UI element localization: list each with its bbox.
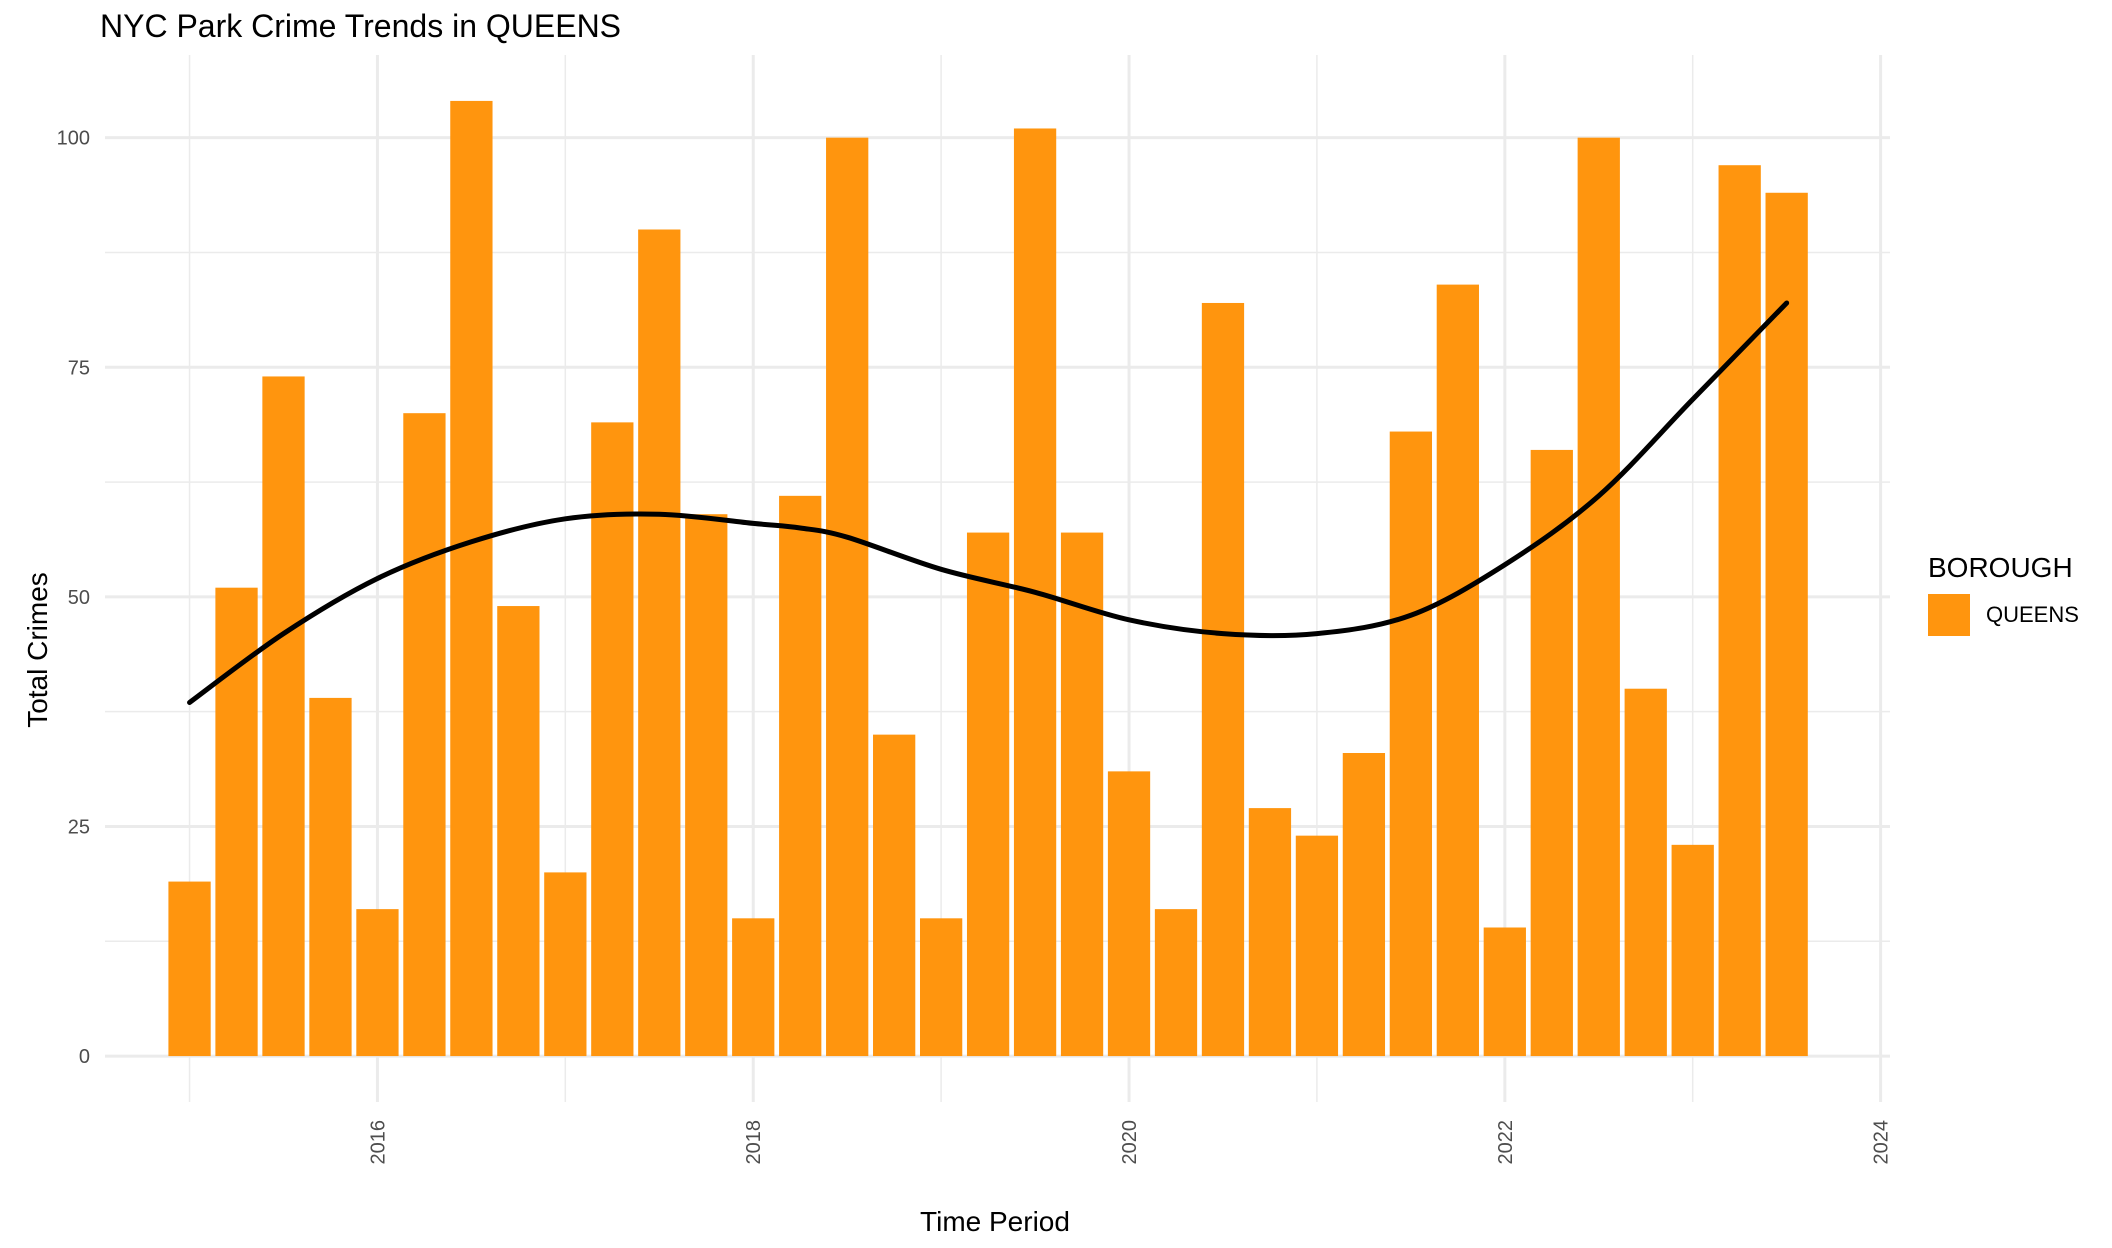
bar <box>356 909 399 1057</box>
bar <box>1060 532 1104 1057</box>
bar <box>1201 302 1245 1057</box>
bar <box>1295 835 1339 1057</box>
y-tick-labels: 0 25 50 75 100 <box>57 128 90 1068</box>
bar <box>309 697 352 1057</box>
bar <box>262 376 305 1057</box>
bar <box>450 100 493 1057</box>
bar <box>919 918 963 1057</box>
bar <box>1624 688 1667 1057</box>
bar <box>544 872 587 1057</box>
legend-title: BOROUGH <box>1928 552 2073 583</box>
x-tick-labels: 2016 2018 2020 2022 2024 <box>367 1120 1892 1165</box>
bar <box>403 413 446 1057</box>
bar <box>966 532 1010 1057</box>
x-tick-label: 2022 <box>1495 1120 1517 1165</box>
y-tick-label: 75 <box>68 357 90 379</box>
y-tick-label: 0 <box>79 1046 90 1068</box>
x-tick-label: 2024 <box>1871 1120 1893 1165</box>
bar <box>685 514 728 1057</box>
bar <box>168 881 211 1057</box>
bar <box>1436 284 1479 1057</box>
x-tick-label: 2020 <box>1119 1120 1141 1165</box>
bar <box>1342 753 1386 1057</box>
bar <box>873 734 916 1057</box>
bar <box>1577 137 1620 1057</box>
bar <box>638 229 681 1057</box>
trend-line-layer <box>187 300 1790 705</box>
bar <box>1718 165 1761 1057</box>
chart-title: NYC Park Crime Trends in QUEENS <box>100 8 622 44</box>
legend-label-queens: QUEENS <box>1986 602 2079 627</box>
x-tick-label: 2016 <box>367 1120 389 1165</box>
x-tick-label: 2018 <box>743 1120 765 1165</box>
bar <box>732 918 775 1057</box>
y-tick-label: 25 <box>68 816 90 838</box>
y-axis-title: Total Crimes <box>22 572 53 728</box>
bars <box>168 100 1808 1057</box>
bar <box>1389 431 1433 1057</box>
bar <box>497 606 540 1057</box>
bar <box>591 422 634 1057</box>
x-axis-title: Time Period <box>920 1206 1070 1237</box>
bar <box>1765 192 1808 1057</box>
y-tick-label: 50 <box>68 587 90 609</box>
y-axis-title-wrap: Total Crimes <box>8 400 68 900</box>
legend-key-queens <box>1928 594 1970 636</box>
bar <box>1483 927 1526 1057</box>
y-tick-label: 100 <box>57 128 90 150</box>
bar <box>779 495 822 1057</box>
trend-line <box>187 300 1790 705</box>
bar <box>1154 909 1198 1057</box>
legend-item-queens: QUEENS <box>1928 594 2079 636</box>
bar <box>826 137 869 1057</box>
bar <box>1248 808 1292 1057</box>
bar <box>1107 771 1151 1057</box>
legend: BOROUGH QUEENS <box>1928 552 2079 636</box>
bar <box>1530 449 1573 1057</box>
bar <box>1671 844 1714 1057</box>
